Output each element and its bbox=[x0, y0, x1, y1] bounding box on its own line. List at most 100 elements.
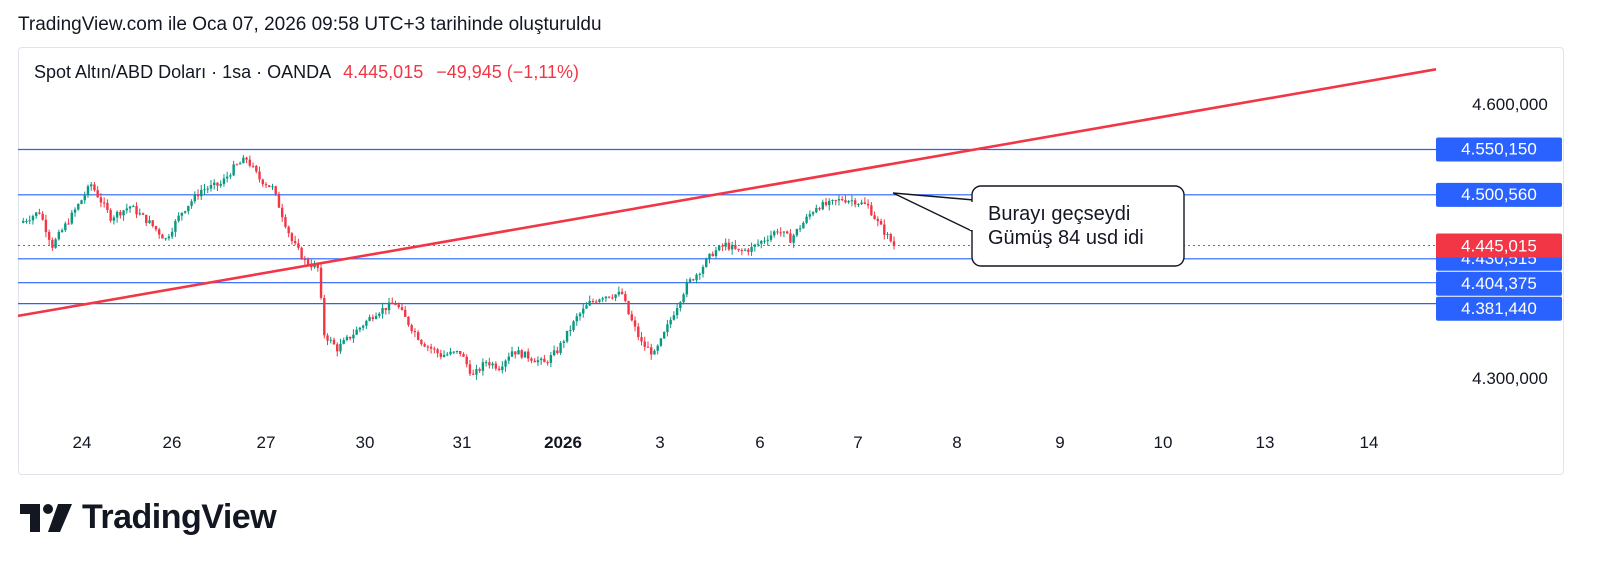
candle bbox=[572, 321, 575, 331]
candle bbox=[410, 325, 413, 332]
candle bbox=[167, 236, 171, 239]
candle bbox=[569, 330, 572, 332]
horizontal-lines bbox=[18, 148, 1436, 305]
candle bbox=[297, 243, 300, 248]
candle bbox=[83, 195, 86, 201]
candle bbox=[449, 351, 452, 355]
x-tick-label: 7 bbox=[853, 433, 862, 452]
price-label: 4.500,560 bbox=[1461, 185, 1537, 204]
y-tick-label: 4.600,000 bbox=[1472, 95, 1548, 114]
candle bbox=[326, 335, 329, 341]
candle bbox=[773, 231, 776, 236]
candle bbox=[533, 360, 536, 363]
candle bbox=[886, 234, 889, 236]
candle bbox=[436, 349, 439, 354]
candle bbox=[679, 302, 682, 309]
candle bbox=[102, 202, 106, 204]
candle bbox=[763, 240, 766, 242]
candle bbox=[656, 345, 659, 351]
candle bbox=[879, 221, 883, 225]
candle bbox=[268, 185, 271, 187]
candle bbox=[847, 200, 850, 203]
candle bbox=[51, 239, 54, 248]
trendline bbox=[17, 68, 1437, 318]
candle bbox=[90, 184, 93, 187]
candle bbox=[64, 223, 67, 231]
candle bbox=[688, 279, 692, 282]
price-label-box bbox=[1436, 296, 1562, 321]
candle bbox=[261, 179, 264, 185]
candle bbox=[672, 315, 676, 320]
candle bbox=[510, 351, 514, 357]
candle bbox=[818, 208, 821, 210]
candle bbox=[442, 354, 446, 357]
candle bbox=[371, 317, 375, 319]
candle bbox=[860, 202, 863, 205]
candle bbox=[397, 304, 400, 308]
candle bbox=[277, 193, 281, 208]
candle bbox=[724, 242, 727, 247]
candle bbox=[863, 202, 867, 204]
callout-box bbox=[971, 185, 1185, 267]
candle bbox=[501, 366, 504, 371]
candle bbox=[28, 220, 31, 222]
candle bbox=[187, 205, 190, 212]
candle bbox=[232, 164, 235, 176]
candle bbox=[374, 315, 378, 319]
candle bbox=[109, 209, 112, 221]
candle bbox=[714, 250, 718, 257]
candle bbox=[47, 231, 51, 240]
candle bbox=[853, 200, 857, 205]
candle bbox=[718, 245, 721, 251]
chart-legend: Spot Altın/ABD Doları · 1sa · OANDA 4.44… bbox=[34, 62, 579, 83]
candle bbox=[235, 164, 239, 166]
candle bbox=[387, 302, 391, 311]
candle bbox=[255, 165, 258, 172]
candle bbox=[484, 362, 488, 364]
candle bbox=[633, 320, 637, 327]
legend-last-price: 4.445,015 bbox=[343, 62, 424, 82]
candle bbox=[556, 350, 559, 353]
candle bbox=[73, 209, 77, 213]
chart-frame bbox=[18, 47, 1564, 475]
candle bbox=[319, 267, 323, 298]
candle bbox=[682, 294, 685, 303]
candle bbox=[685, 281, 689, 295]
candle bbox=[507, 356, 510, 361]
candle bbox=[692, 279, 695, 281]
tradingview-logo-icon bbox=[20, 503, 72, 532]
candles bbox=[22, 154, 896, 380]
candle bbox=[760, 240, 763, 244]
candle bbox=[876, 219, 880, 222]
candle bbox=[60, 230, 64, 232]
candle bbox=[177, 215, 180, 221]
x-axis: 24 26 27 30 31 2026 3 6 7 8 9 10 13 14 bbox=[73, 433, 1379, 452]
candle bbox=[112, 217, 116, 221]
candle bbox=[452, 351, 455, 353]
candle bbox=[552, 350, 556, 356]
candle bbox=[828, 200, 831, 206]
candle bbox=[264, 184, 268, 186]
candle bbox=[433, 348, 436, 350]
candle bbox=[601, 298, 604, 300]
callout-text: Burayı geçseydi bbox=[988, 203, 1130, 225]
candle bbox=[546, 362, 549, 364]
x-tick-label: 31 bbox=[453, 433, 472, 452]
candle bbox=[468, 364, 472, 374]
candle bbox=[219, 183, 222, 186]
price-label-box bbox=[1436, 182, 1562, 207]
brand: TradingView bbox=[20, 498, 277, 537]
candle bbox=[225, 176, 229, 179]
candle bbox=[174, 220, 177, 232]
candle bbox=[271, 186, 274, 188]
candle bbox=[575, 316, 578, 322]
candle bbox=[345, 336, 349, 341]
candle bbox=[653, 350, 656, 355]
candle bbox=[471, 373, 475, 375]
x-tick-label: 27 bbox=[257, 433, 276, 452]
candle bbox=[808, 214, 812, 217]
candle bbox=[128, 206, 132, 209]
price-label: 4.381,440 bbox=[1461, 299, 1537, 318]
candle bbox=[170, 231, 174, 237]
